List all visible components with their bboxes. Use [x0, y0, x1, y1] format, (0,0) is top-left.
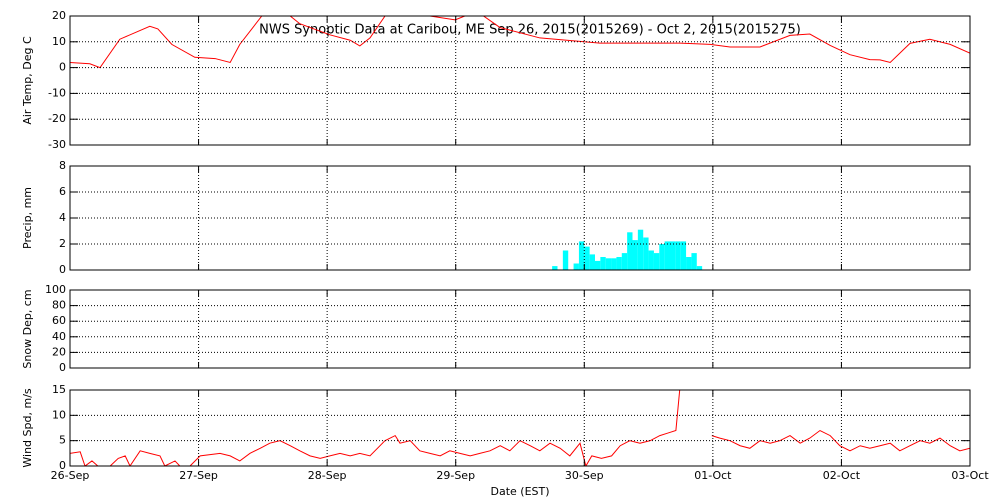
- y-tick-label: 6: [59, 185, 66, 198]
- data-line: [70, 16, 970, 69]
- bar: [680, 241, 687, 270]
- bar: [648, 250, 654, 270]
- bar: [616, 257, 622, 270]
- y-tick-label: 80: [52, 299, 66, 312]
- x-axis-label: Date (EST): [490, 485, 549, 498]
- y-axis-label: Snow Dep, cm: [21, 289, 34, 368]
- panel-frame: [69, 389, 971, 467]
- bar: [696, 266, 703, 270]
- x-tick-label: 26-Sep: [51, 469, 90, 482]
- bar: [605, 258, 612, 270]
- y-tick-label: 10: [52, 35, 66, 48]
- y-tick-label: 15: [52, 383, 66, 396]
- y-tick-label: 10: [52, 408, 66, 421]
- bar: [627, 232, 633, 270]
- y-axis-label: Air Temp, Deg C: [21, 36, 34, 125]
- y-tick-label: 40: [52, 330, 66, 343]
- panel: [552, 229, 703, 270]
- y-tick-label: 100: [45, 283, 66, 296]
- panel: [70, 390, 970, 466]
- bar: [600, 257, 606, 270]
- data-line: [70, 390, 970, 466]
- x-tick-label: 29-Sep: [436, 469, 475, 482]
- bar: [611, 258, 617, 270]
- y-tick-label: 20: [52, 9, 66, 22]
- y-tick-label: -10: [48, 86, 66, 99]
- bar: [637, 229, 644, 270]
- bar: [675, 241, 681, 270]
- panel-frame: [69, 289, 971, 369]
- bar: [573, 263, 579, 270]
- bar: [578, 241, 585, 270]
- panel-frame: [69, 15, 971, 146]
- bar: [686, 257, 692, 270]
- chart-title: NWS Synoptic Data at Caribou, ME Sep 26,…: [259, 23, 801, 38]
- y-tick-label: -30: [48, 138, 66, 151]
- y-tick-label: 0: [59, 61, 66, 74]
- bar: [659, 244, 665, 270]
- x-tick-label: 02-Oct: [823, 469, 861, 482]
- y-tick-label: 0: [59, 263, 66, 276]
- bar: [643, 237, 649, 270]
- x-tick-label: 27-Sep: [179, 469, 218, 482]
- y-tick-label: 2: [59, 237, 66, 250]
- y-tick-label: 20: [52, 345, 66, 358]
- x-tick-label: 01-Oct: [694, 469, 732, 482]
- bar: [552, 266, 558, 270]
- panel-frame: [69, 165, 971, 271]
- bar: [589, 254, 595, 270]
- y-tick-label: 0: [59, 459, 66, 472]
- y-tick-label: 60: [52, 314, 66, 327]
- y-axis-label: Wind Spd, m/s: [21, 388, 34, 468]
- x-tick-label: 28-Sep: [308, 469, 347, 482]
- y-tick-label: 5: [59, 434, 66, 447]
- bar: [670, 241, 676, 270]
- bar: [664, 241, 670, 270]
- x-tick-label: 30-Sep: [565, 469, 604, 482]
- bar: [595, 260, 601, 270]
- y-axis-label: Precip, mm: [21, 187, 34, 249]
- bar: [632, 240, 638, 270]
- bar: [562, 250, 569, 270]
- bar: [621, 253, 628, 270]
- x-tick-label: 03-Oct: [951, 469, 989, 482]
- bar: [653, 253, 660, 270]
- y-tick-label: 0: [59, 361, 66, 374]
- y-tick-label: 8: [59, 159, 66, 172]
- bar: [584, 246, 590, 270]
- bar: [691, 253, 697, 270]
- y-tick-label: -20: [48, 112, 66, 125]
- y-tick-label: 4: [59, 211, 66, 224]
- panel: [70, 16, 970, 69]
